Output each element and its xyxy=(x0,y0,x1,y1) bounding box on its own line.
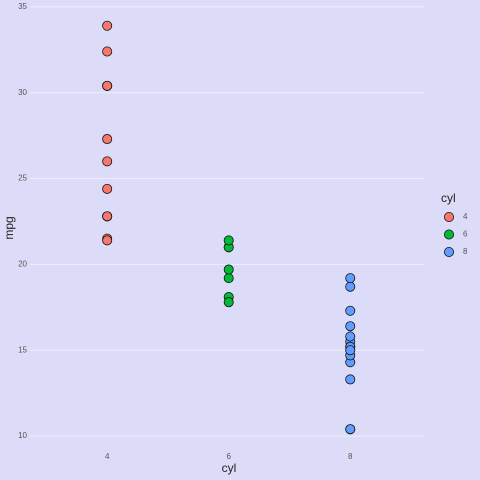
point xyxy=(345,331,356,342)
x-tick-label: 6 xyxy=(226,452,231,461)
legend-label: 4 xyxy=(463,212,468,221)
point xyxy=(345,345,356,356)
point xyxy=(345,281,356,292)
point xyxy=(345,273,356,284)
legend-title: cyl xyxy=(441,191,456,205)
point xyxy=(102,134,113,145)
point xyxy=(223,264,234,275)
point xyxy=(223,297,234,308)
point xyxy=(345,305,356,316)
legend-swatch xyxy=(443,229,454,240)
legend-label: 6 xyxy=(463,230,468,239)
point xyxy=(102,211,113,222)
point xyxy=(345,321,356,332)
point xyxy=(345,374,356,385)
point xyxy=(102,235,113,246)
y-tick-label: 30 xyxy=(18,88,27,97)
y-tick-label: 20 xyxy=(18,259,27,268)
point xyxy=(223,235,234,246)
legend-swatch xyxy=(443,211,454,222)
legend-swatch xyxy=(443,246,454,257)
point xyxy=(102,183,113,194)
y-tick-label: 35 xyxy=(18,2,27,11)
y-tick-label: 15 xyxy=(18,345,27,354)
point xyxy=(102,20,113,31)
point xyxy=(102,80,113,91)
point xyxy=(102,46,113,57)
y-axis-title: mpg xyxy=(2,216,16,239)
legend-label: 8 xyxy=(463,247,468,256)
x-tick-label: 4 xyxy=(105,452,110,461)
point xyxy=(345,424,356,435)
y-tick-label: 25 xyxy=(18,174,27,183)
x-tick-label: 8 xyxy=(348,452,353,461)
x-axis-title: cyl xyxy=(222,461,237,475)
y-tick-label: 10 xyxy=(18,431,27,440)
point xyxy=(223,273,234,284)
point xyxy=(102,156,113,167)
